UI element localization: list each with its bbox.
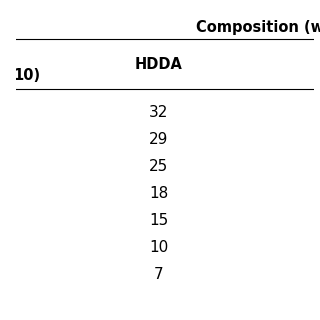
- Text: Composition (w: Composition (w: [196, 20, 320, 35]
- Text: 10): 10): [13, 68, 40, 83]
- Text: 32: 32: [149, 105, 169, 120]
- Text: 18: 18: [149, 186, 168, 201]
- Text: 7: 7: [154, 267, 164, 282]
- Text: 25: 25: [149, 159, 168, 174]
- Text: 15: 15: [149, 213, 168, 228]
- Text: C: C: [316, 57, 320, 72]
- Text: 29: 29: [149, 132, 169, 147]
- Text: HDDA: HDDA: [135, 57, 183, 72]
- Text: 10: 10: [149, 240, 168, 255]
